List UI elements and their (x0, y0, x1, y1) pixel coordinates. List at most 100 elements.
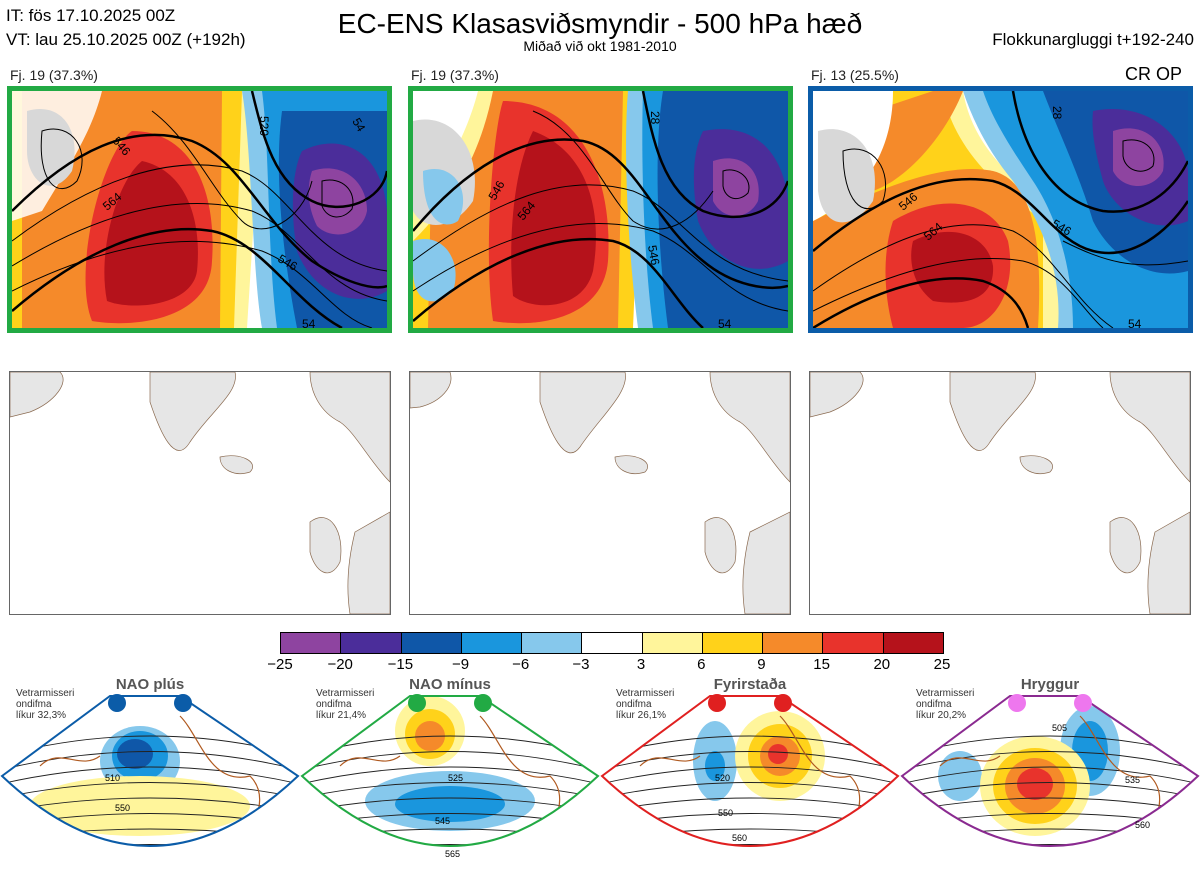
valid-time: VT: lau 25.10.2025 00Z (+192h) (6, 30, 246, 49)
initial-time: IT: fös 17.10.2025 00Z (6, 6, 176, 25)
regime-title: NAO plús (115, 676, 185, 693)
regime-row: 510 550 NAO plús Vetrarmisseri ondifma líkur … (0, 676, 1200, 871)
regime-stat-line: Vetrarmisseri (16, 688, 75, 699)
cluster-label-2: Fj. 19 (37.3%) (411, 67, 499, 83)
colorbar-swatch (340, 633, 401, 653)
page-title: EC-ENS Klasasviðsmyndir - 500 hPa hæð (337, 8, 863, 39)
regime-contour-label: 550 (115, 803, 130, 813)
colorbar-swatch (882, 633, 943, 653)
regime-stat-line: líkur 32,3% (16, 710, 67, 721)
regime-stat-line: líkur 26,1% (616, 710, 667, 721)
colorbar-swatch (641, 633, 702, 653)
regime-stat-line: Vetrarmisseri (916, 688, 975, 699)
cluster-map-1: 546 564 546 520 54 54 (7, 86, 392, 333)
colorbar-tick-label: 20 (873, 656, 891, 673)
regime-panel: 505 535 560 Hryggur Vetrarmisseri ondifma líku… (900, 676, 1200, 871)
regime-stats: Vetrarmisseri ondifma líkur 21,4% (316, 688, 374, 721)
regime-stat-line: ondifma (16, 699, 52, 710)
land-outline-3 (810, 372, 1190, 614)
header-info: IT: fös 17.10.2025 00Z VT: lau 25.10.202… (6, 4, 246, 52)
regime-stats: Vetrarmisseri ondifma líkur 20,2% (916, 688, 974, 721)
colorbar-swatch (281, 633, 341, 653)
regime-panel: 520 550 560 Fyrirstaða Vetrarmisseri ondifma l… (600, 676, 900, 871)
cluster-label-1: Fj. 19 (37.3%) (10, 67, 98, 83)
regime-contour-label: 510 (105, 773, 120, 783)
cluster-label-3: Fj. 13 (25.5%) (811, 67, 899, 83)
colorbar-tick-label: −6 (512, 656, 530, 673)
regime-title: NAO mínus (409, 676, 491, 693)
regime-contour-label: 565 (445, 849, 460, 859)
contour-label: 520 (257, 116, 271, 136)
contour-label: 54 (302, 317, 316, 328)
regime-stat-line: Vetrarmisseri (616, 688, 675, 699)
colorbar-tick-label: 9 (757, 656, 766, 673)
regime-marker (174, 694, 192, 712)
colorbar-tick-label: 25 (933, 656, 951, 673)
regime-marker (108, 694, 126, 712)
colorbar-swatch (400, 633, 461, 653)
colorbar-swatch (460, 633, 522, 653)
regime-contour-label: 545 (435, 816, 450, 826)
regime-stat-line: ondifma (616, 699, 652, 710)
regime-marker (774, 694, 792, 712)
regime-stat-line: líkur 20,2% (916, 710, 967, 721)
land-outline-2 (410, 372, 790, 614)
colorbar-swatch (581, 633, 642, 653)
cluster-map-3: 546 564 546 28 54 (808, 86, 1193, 333)
regime-map: 525 545 565 (300, 694, 600, 859)
colorbar-swatch (521, 633, 582, 653)
regime-contour-label: 505 (1052, 723, 1067, 733)
regime-marker (1074, 694, 1092, 712)
contour-label: 54 (1128, 317, 1142, 328)
regime-marker (1008, 694, 1026, 712)
colorbar-tick-label: 3 (636, 656, 646, 673)
regime-contour-label: 560 (732, 833, 747, 843)
land-outline-1 (10, 372, 390, 614)
regime-stats: Vetrarmisseri ondifma líkur 26,1% (616, 688, 674, 721)
colorbar-swatch (822, 633, 883, 653)
colorbar-tick-label: −20 (327, 656, 353, 673)
cluster-map-2: 546 564 546 28 54 (408, 86, 793, 333)
regime-marker (408, 694, 426, 712)
colorbar-tick-label: −15 (387, 656, 414, 673)
colorbar-tick-label: −3 (572, 656, 590, 673)
colorbar-tick-label: 6 (697, 656, 706, 673)
regime-stat-line: ondifma (316, 699, 352, 710)
regime-title: Hryggur (1020, 676, 1080, 693)
blank-map-2 (409, 371, 791, 615)
colorbar (280, 632, 944, 654)
regime-contour-label: 550 (718, 808, 733, 818)
regime-stat-line: ondifma (916, 699, 952, 710)
regime-stats: Vetrarmisseri ondifma líkur 32,3% (16, 688, 74, 721)
page-subtitle: Miðað við okt 1981-2010 (523, 38, 677, 54)
blank-map-1 (9, 371, 391, 615)
regime-map: 505 535 560 (900, 694, 1200, 847)
colorbar-swatch (762, 633, 823, 653)
anomaly-map-3: 546 564 546 28 54 (813, 91, 1188, 328)
regime-title: Fyrirstaða (713, 676, 787, 693)
colorbar-tick-label: −9 (451, 656, 470, 673)
regime-marker (474, 694, 492, 712)
colorbar-tick-label: 15 (813, 656, 830, 673)
regime-contour-label: 535 (1125, 775, 1140, 785)
window-label: Flokkunargluggi t+192-240 (992, 30, 1194, 49)
contour-label: 546 (645, 244, 662, 266)
colorbar-tick-label: −25 (267, 656, 293, 673)
regime-contour-label: 520 (715, 773, 730, 783)
anomaly-map-2: 546 564 546 28 54 (413, 91, 788, 328)
regime-stat-line: Vetrarmisseri (316, 688, 375, 699)
regime-stat-line: líkur 21,4% (316, 710, 367, 721)
contour-label: 54 (349, 116, 368, 135)
regime-panel: 510 550 NAO plús Vetrarmisseri ondifma líkur … (0, 676, 300, 871)
regime-panel: 525 545 565 NAO mínus Vetrarmisseri ondifma lí… (300, 676, 600, 871)
regime-map: 520 550 560 (600, 694, 900, 847)
contour-label: 28 (1050, 106, 1064, 120)
regime-map: 510 550 (0, 694, 300, 847)
colorbar-ticks: −25 −20 −15 −9 −6 −3 3 6 9 15 20 25 (260, 656, 962, 674)
regime-marker (708, 694, 726, 712)
colorbar-swatch (701, 633, 763, 653)
blank-map-3 (809, 371, 1191, 615)
regime-contour-label: 560 (1135, 820, 1150, 830)
regime-contour-label: 525 (448, 773, 463, 783)
cluster-extra-label: CR OP (1125, 64, 1183, 84)
